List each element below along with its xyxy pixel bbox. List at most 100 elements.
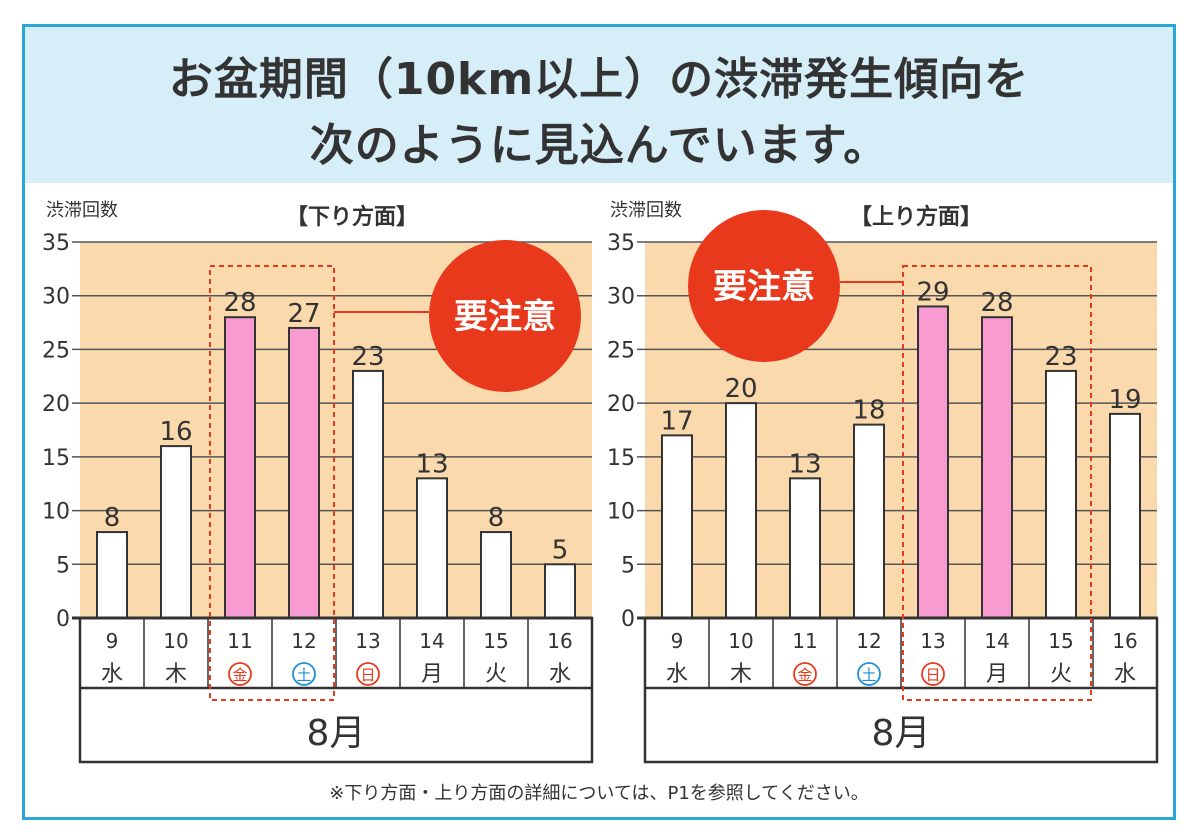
up-day-label: 16: [1112, 629, 1137, 653]
up-y-tick-label: 15: [607, 446, 635, 471]
down-bar: [480, 531, 512, 619]
down-day-label: 12: [291, 629, 316, 653]
down-y-tick-label: 35: [42, 231, 70, 256]
up-bar: [917, 305, 949, 619]
down-bar: [544, 563, 576, 619]
up-weekday-circle: [793, 662, 817, 686]
down-y-axis-label: 渋滞回数: [46, 200, 118, 221]
down-day-label: 13: [355, 629, 380, 653]
down-weekday-circle: [292, 662, 316, 686]
down-weekday-label: 木: [165, 662, 187, 687]
up-day-label: 14: [984, 629, 1009, 653]
up-y-tick-label: 0: [621, 607, 635, 632]
up-bar-value-label: 29: [916, 277, 949, 307]
up-month-label: 8月: [872, 713, 931, 754]
up-y-tick-label: 25: [607, 338, 635, 363]
up-day-label: 15: [1048, 629, 1073, 653]
down-bar: [160, 445, 192, 619]
up-day-label: 11: [792, 629, 817, 653]
down-bar: [288, 326, 320, 619]
down-bar-value-label: 16: [159, 417, 192, 447]
up-y-tick-label: 35: [607, 231, 635, 256]
up-weekday-circle: [921, 662, 945, 686]
up-day-label: 9: [671, 629, 684, 653]
header: お盆期間（10km以上）の渋滞発生傾向を 次のように見込んでいます。: [25, 27, 1173, 183]
down-callout-circle: [429, 240, 581, 392]
down-y-tick-label: 25: [42, 338, 70, 363]
footnote: ※下り方面・上り方面の詳細については、P1を参照してください。: [329, 783, 869, 804]
down-y-tick-label: 10: [42, 500, 70, 525]
up-bar: [661, 434, 693, 619]
up-weekday-label: 木: [730, 662, 752, 687]
up-highlight-box: [902, 265, 1092, 701]
down-weekday-label: 日: [360, 666, 375, 684]
up-weekday-circle: [857, 662, 881, 686]
up-weekday-label: 水: [1114, 662, 1136, 687]
up-y-tick-label: 20: [607, 392, 635, 417]
up-bar-value-label: 23: [1044, 342, 1077, 372]
down-chart-title: 【下り方面】: [286, 204, 418, 230]
up-weekday-label: 水: [666, 662, 688, 687]
down-weekday-label: 土: [296, 666, 311, 684]
up-y-tick-label: 10: [607, 500, 635, 525]
down-weekday-label: 金: [232, 666, 247, 684]
down-day-label: 14: [419, 629, 444, 653]
up-day-label: 12: [856, 629, 881, 653]
down-y-tick-label: 0: [56, 607, 70, 632]
down-bar: [352, 369, 384, 619]
down-bar-value-label: 8: [104, 503, 121, 533]
up-bar-value-label: 19: [1108, 385, 1141, 415]
up-y-tick-label: 30: [607, 285, 635, 310]
up-chart-title: 【上り方面】: [850, 204, 982, 230]
down-day-label: 15: [483, 629, 508, 653]
up-bar: [1109, 412, 1141, 619]
down-callout-text: 要注意: [454, 297, 556, 337]
up-day-label: 10: [728, 629, 753, 653]
up-weekday-label: 金: [797, 666, 812, 684]
down-y-tick-label: 5: [56, 553, 70, 578]
down-day-label: 11: [227, 629, 252, 653]
down-day-label: 9: [106, 629, 119, 653]
up-callout-circle: [688, 210, 840, 362]
up-day-label: 13: [920, 629, 945, 653]
down-weekday-label: 火: [485, 662, 507, 687]
down-bar-value-label: 13: [415, 449, 448, 479]
down-y-tick-label: 20: [42, 392, 70, 417]
up-bar: [853, 423, 885, 619]
up-bar: [981, 316, 1013, 619]
down-bar-value-label: 8: [488, 503, 505, 533]
down-month-label: 8月: [307, 713, 366, 754]
down-weekday-label: 水: [549, 662, 571, 687]
down-day-label: 16: [547, 629, 572, 653]
down-weekday-label: 月: [421, 662, 443, 687]
down-bar: [96, 531, 128, 619]
down-bar-value-label: 27: [287, 299, 320, 329]
up-bar-value-label: 18: [852, 396, 885, 426]
up-y-axis-label: 渋滞回数: [610, 200, 682, 221]
title-line-2: 次のように見込んでいます。: [309, 120, 889, 171]
down-bar-value-label: 28: [223, 288, 256, 318]
down-bar-value-label: 23: [351, 342, 384, 372]
up-weekday-label: 火: [1050, 662, 1072, 687]
up-bar: [789, 477, 821, 620]
up-weekday-label: 日: [925, 666, 940, 684]
up-bar-value-label: 17: [660, 406, 693, 436]
up-y-tick-label: 5: [621, 553, 635, 578]
up-bar-value-label: 28: [980, 288, 1013, 318]
down-bar: [416, 477, 448, 620]
down-weekday-circle: [228, 662, 252, 686]
down-bar-value-label: 5: [552, 535, 569, 565]
down-weekday-circle: [356, 662, 380, 686]
down-weekday-label: 水: [101, 662, 123, 687]
up-bar-value-label: 13: [788, 449, 821, 479]
up-bar: [1045, 369, 1077, 619]
down-bar: [224, 316, 256, 619]
title-line-1: お盆期間（10km以上）の渋滞発生傾向を: [168, 54, 1030, 105]
up-bar: [725, 402, 757, 619]
down-y-tick-label: 15: [42, 446, 70, 471]
down-y-tick-label: 30: [42, 285, 70, 310]
up-callout-text: 要注意: [713, 267, 815, 307]
up-weekday-label: 土: [861, 666, 876, 684]
up-bar-value-label: 20: [724, 374, 757, 404]
